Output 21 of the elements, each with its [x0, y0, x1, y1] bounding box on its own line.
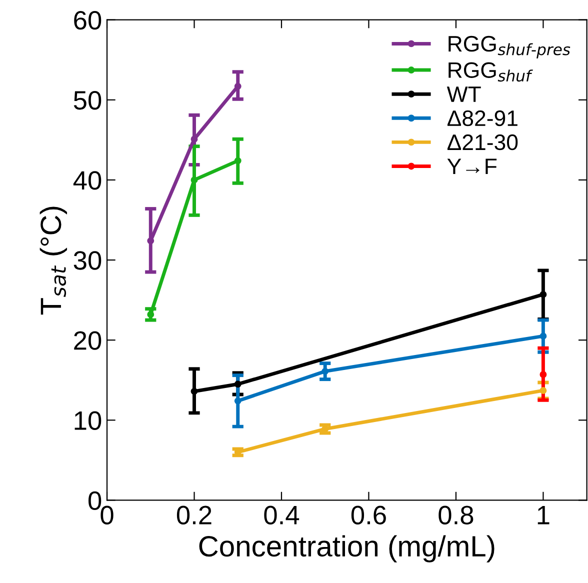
x-tick-label: 0 [100, 506, 114, 524]
legend-label: Δ21-30 [447, 134, 518, 150]
x-axis-title: Concentration (mg/mL) [199, 535, 494, 562]
y-tick-label: 30 [74, 251, 102, 270]
legend-label: Y→F [447, 158, 497, 174]
x-tick-label: 0.2 [176, 506, 212, 524]
y-tick-label: 50 [74, 91, 102, 110]
y-tick-label: 10 [74, 411, 102, 430]
x-tick-label: 0.6 [351, 506, 386, 524]
y-axis-title: T$_{sat}$ (°C) [40, 206, 68, 315]
y-tick-label: 60 [74, 10, 102, 30]
legend-label: RGG$_{shuf}$ [448, 62, 533, 82]
y-tick-label: 20 [74, 331, 102, 350]
legend-label: WT [446, 86, 481, 102]
y-tick-label: 40 [73, 171, 102, 190]
legend-label: RGG$_{shuf-pres}$ [448, 36, 570, 58]
legend-label: Δ82-91 [447, 110, 518, 126]
x-tick-label: 1 [538, 506, 550, 524]
x-tick-label: 0.4 [264, 506, 300, 524]
x-tick-label: 0.8 [438, 506, 474, 524]
y-tick-label: 0 [88, 491, 102, 510]
